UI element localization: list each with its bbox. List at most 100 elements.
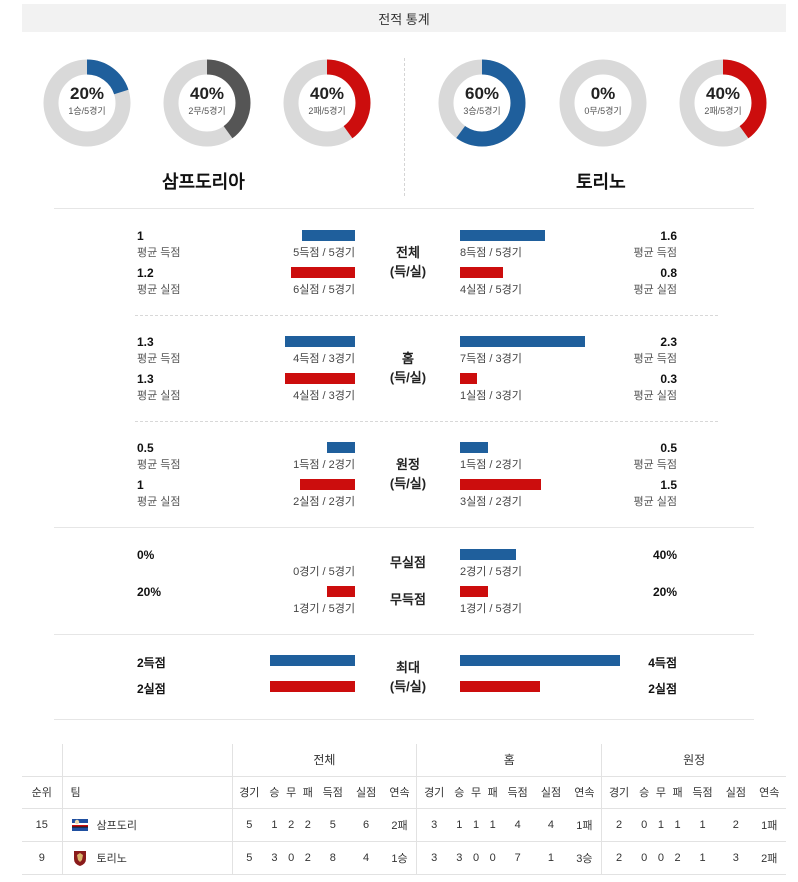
home-max-conceded: 2실점 xyxy=(137,682,166,696)
away-avg-scored-label: 평균 득점 xyxy=(633,353,677,365)
home-cleansheet-caption: 0경기 / 5경기 xyxy=(293,566,355,578)
home-avg-scored: 0.5 xyxy=(137,441,154,455)
away-avg-conceded: 0.3 xyxy=(660,372,677,386)
home-conceded-caption: 2실점 / 2경기 xyxy=(293,496,355,508)
away-avg-conceded-label: 평균 실점 xyxy=(633,284,677,296)
col-header: 승 xyxy=(451,775,468,808)
stat-cell: 5 xyxy=(231,840,267,875)
stat-cell: 0 xyxy=(282,840,300,875)
team-cell[interactable]: 토리노 xyxy=(61,840,232,875)
home-loss-donut: 40% 2패/5경기 xyxy=(282,58,372,148)
stat-cell: 1 xyxy=(484,807,501,841)
away-draw-donut: 0% 0무/5경기 xyxy=(558,58,648,148)
col-header: 패 xyxy=(484,775,501,808)
donut-arc xyxy=(679,59,767,147)
home-scored-bar xyxy=(302,230,355,241)
stat-cell: 7 xyxy=(500,840,535,875)
team-cell[interactable]: 삼프도리 xyxy=(61,807,232,841)
donut-arc xyxy=(163,59,251,147)
stat-cell: 3승 xyxy=(567,840,602,875)
home-avg-conceded: 1.3 xyxy=(137,372,154,386)
donut-caption: 3승/5경기 xyxy=(463,106,501,116)
donut-ring xyxy=(283,59,371,147)
away-conceded-bar xyxy=(460,479,541,490)
stat-cell: 4 xyxy=(349,840,383,875)
donut-percent: 20% xyxy=(69,84,105,103)
home-conceded-caption: 4실점 / 3경기 xyxy=(293,390,355,402)
away-scored-bar xyxy=(460,230,545,241)
away-conceded-bar xyxy=(460,373,477,384)
col-header: 실점 xyxy=(534,775,568,808)
stat-cell: 0 xyxy=(652,840,670,875)
home-scored-caption: 4득점 / 3경기 xyxy=(293,353,355,365)
donut-ring xyxy=(559,59,647,147)
stat-cell: 2 xyxy=(601,840,636,875)
donut-caption: 1승/5경기 xyxy=(68,106,106,116)
sampdoria-logo-icon xyxy=(71,816,89,834)
home-win-donut: 20% 1승/5경기 xyxy=(42,58,132,148)
home-conceded-caption: 6실점 / 5경기 xyxy=(293,284,355,296)
section-label-sub: (득/실) xyxy=(389,679,427,694)
team-name: 토리노 xyxy=(96,852,127,865)
home-scored-bar xyxy=(327,442,355,453)
home-noscore-caption: 1경기 / 5경기 xyxy=(293,603,355,615)
group-all: 전체 xyxy=(231,744,417,776)
away-team-name: 토리노 xyxy=(576,172,626,192)
stat-cell: 3 xyxy=(416,840,452,875)
stat-cell: 1 xyxy=(467,807,485,841)
home-max-scored: 2득점 xyxy=(137,656,166,670)
column-header-row: 순위 팀 경기 승 무 패 득점 실점 연속 경기 승 무 패 득점 실점 연속… xyxy=(22,775,786,808)
away-conceded-bar xyxy=(460,267,503,278)
donut-arc xyxy=(283,59,371,147)
home-team-name: 삼프도리아 xyxy=(162,172,245,192)
table-row: 15 삼프도리 5 1 2 2 5 6 2패 3 1 1 1 4 4 1패 2 0 1 1 1 2 1패 xyxy=(22,807,786,841)
away-max-conceded: 2실점 xyxy=(648,682,677,696)
stat-cell: 5 xyxy=(316,807,350,841)
rank-cell: 15 xyxy=(22,807,62,841)
home-avg-conceded-label: 평균 실점 xyxy=(137,390,181,402)
divider xyxy=(54,634,754,635)
donut-percent: 40% xyxy=(309,84,345,103)
section-label-main: 최대 xyxy=(396,660,420,675)
stat-cell: 8 xyxy=(316,840,350,875)
col-header: 패 xyxy=(299,775,317,808)
away-avg-conceded: 0.8 xyxy=(660,266,677,280)
home-avg-conceded-label: 평균 실점 xyxy=(137,496,181,508)
team-name: 삼프도리 xyxy=(96,819,137,832)
stat-cell: 4 xyxy=(500,807,535,841)
away-win-donut: 60% 3승/5경기 xyxy=(437,58,527,148)
home-noscore-pct: 20% xyxy=(137,585,162,599)
home-avg-conceded-label: 평균 실점 xyxy=(137,284,181,296)
away-conceded-caption: 4실점 / 5경기 xyxy=(460,284,522,296)
stat-cell: 1 xyxy=(534,840,568,875)
col-header: 경기 xyxy=(231,775,267,808)
col-header: 승 xyxy=(635,775,653,808)
home-noscore-bar xyxy=(327,586,355,597)
away-avg-scored-label: 평균 득점 xyxy=(633,247,677,259)
donut-ring xyxy=(679,59,767,147)
col-header: 무 xyxy=(467,775,485,808)
section-label-sub: (득/실) xyxy=(389,370,427,385)
away-noscore-caption: 1경기 / 5경기 xyxy=(460,603,522,615)
stat-cell: 4 xyxy=(534,807,568,841)
stat-cell: 0 xyxy=(467,840,485,875)
col-header: 득점 xyxy=(685,775,720,808)
donut-ring xyxy=(163,59,251,147)
stat-cell: 2패 xyxy=(752,840,786,875)
home-scored-bar xyxy=(285,336,355,347)
donut-percent: 40% xyxy=(189,84,225,103)
home-scored-caption: 5득점 / 5경기 xyxy=(293,247,355,259)
home-max-conceded-bar xyxy=(270,681,355,692)
col-header: 연속 xyxy=(567,775,602,808)
away-scored-bar xyxy=(460,336,585,347)
stat-cell: 0 xyxy=(635,807,653,841)
section-label-main: 전체 xyxy=(396,245,420,260)
donut-ring xyxy=(438,59,526,147)
section-label-sub: (득/실) xyxy=(389,476,427,491)
team-divider xyxy=(404,58,405,196)
home-avg-scored-label: 평균 득점 xyxy=(137,459,181,471)
divider xyxy=(135,315,718,316)
section-label: 최대 (득/실) xyxy=(378,658,438,696)
col-header: 경기 xyxy=(601,775,636,808)
col-header: 득점 xyxy=(316,775,350,808)
